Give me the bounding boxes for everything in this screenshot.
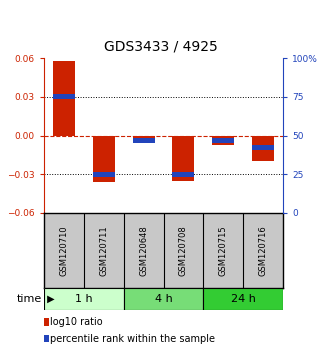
Bar — [172, 136, 195, 181]
Bar — [53, 94, 75, 99]
Bar — [212, 136, 234, 144]
Text: GSM120715: GSM120715 — [219, 225, 228, 276]
Text: GSM120711: GSM120711 — [99, 225, 108, 276]
Text: 24 h: 24 h — [231, 294, 256, 304]
Text: ▶: ▶ — [44, 294, 54, 304]
Text: GDS3433 / 4925: GDS3433 / 4925 — [104, 40, 217, 54]
Text: 1 h: 1 h — [75, 294, 93, 304]
Bar — [93, 136, 115, 182]
Text: percentile rank within the sample: percentile rank within the sample — [50, 333, 215, 343]
Text: GSM120710: GSM120710 — [59, 225, 68, 276]
Bar — [124, 288, 203, 310]
Bar — [172, 172, 195, 177]
Bar — [212, 138, 234, 143]
Text: 4 h: 4 h — [155, 294, 172, 304]
Bar — [133, 136, 154, 142]
Text: GSM120708: GSM120708 — [179, 225, 188, 276]
Text: log10 ratio: log10 ratio — [50, 317, 102, 327]
Text: GSM120716: GSM120716 — [259, 225, 268, 276]
Bar — [53, 61, 75, 136]
Bar — [203, 288, 283, 310]
Bar — [133, 138, 154, 143]
Bar — [93, 172, 115, 177]
Bar — [252, 136, 274, 161]
Bar — [252, 145, 274, 150]
Bar — [44, 288, 124, 310]
Text: time: time — [17, 294, 42, 304]
Text: GSM120648: GSM120648 — [139, 225, 148, 276]
